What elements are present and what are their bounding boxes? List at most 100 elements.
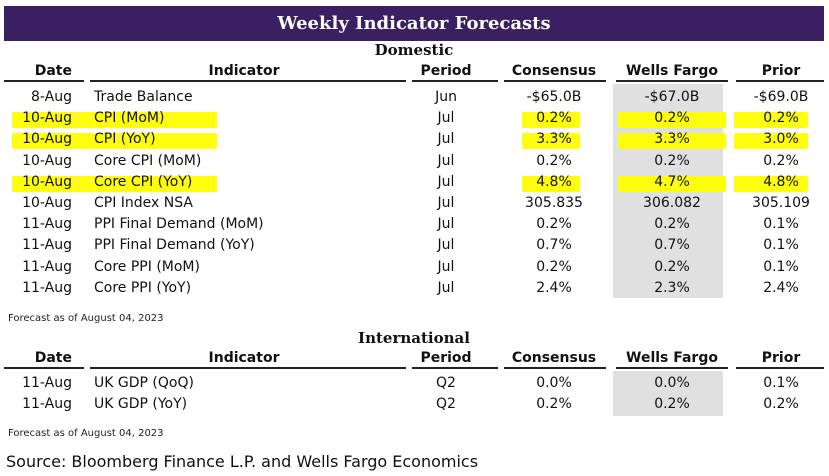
date-cell: 11-Aug — [22, 216, 72, 233]
period-cell: Jul — [437, 279, 455, 296]
table-row: 11-Aug UK GDP (YoY) Q2 0.2% 0.2% 0.2% — [4, 394, 824, 415]
indicator-cell: Core PPI (YoY) — [94, 279, 192, 296]
table-row: 11-Aug PPI Final Demand (YoY) Jul 0.7% 0.7% 0… — [4, 235, 824, 256]
table-row: 10-Aug CPI (MoM) Jul 0.2% 0.2% 0.2% — [4, 108, 824, 129]
consensus-cell: 2.4% — [536, 279, 572, 296]
date-cell: 11-Aug — [22, 237, 72, 254]
table-row: 11-Aug UK GDP (QoQ) Q2 0.0% 0.0% 0.1% — [4, 373, 824, 394]
date-cell: 11-Aug — [22, 279, 72, 296]
date-cell: 10-Aug — [22, 131, 72, 148]
prior-cell: -$69.0B — [753, 89, 809, 105]
table-row: 8-Aug Trade Balance Jun -$65.0B -$67.0B -$69.… — [4, 87, 824, 108]
wells-fargo-cell: 0.0% — [654, 375, 690, 391]
table-row: 10-Aug CPI Index NSA Jul 305.835 306.082 305.… — [4, 193, 824, 214]
indicator-cell: UK GDP (YoY) — [94, 396, 188, 413]
row-highlight — [734, 133, 808, 150]
col-wells-fargo-header: Wells Fargo — [626, 63, 718, 79]
period-cell: Jul — [437, 152, 455, 169]
row-highlight — [12, 175, 217, 192]
indicator-cell: Trade Balance — [94, 89, 193, 105]
indicator-cell: Core CPI (MoM) — [94, 152, 202, 169]
consensus-cell: 0.2% — [536, 216, 572, 233]
prior-cell: 0.2% — [763, 152, 799, 169]
wells-fargo-cell: 306.082 — [643, 195, 701, 211]
prior-cell: 0.1% — [763, 375, 799, 391]
col-indicator-header: Indicator — [208, 350, 280, 366]
international-footnote: Forecast as of August 04, 2023 — [8, 428, 164, 439]
date-cell: 11-Aug — [22, 396, 72, 413]
indicator-cell: Core PPI (MoM) — [94, 258, 200, 275]
consensus-cell: 0.2% — [536, 110, 572, 127]
page-title: Weekly Indicator Forecasts — [4, 6, 824, 41]
wells-fargo-cell: 0.2% — [654, 152, 690, 169]
date-cell: 11-Aug — [22, 258, 72, 275]
source-note: Source: Bloomberg Finance L.P. and Wells… — [6, 452, 479, 471]
wells-fargo-cell: 2.3% — [654, 279, 690, 296]
col-consensus-header: Consensus — [511, 350, 597, 366]
date-cell: 10-Aug — [22, 110, 72, 127]
date-cell: 11-Aug — [22, 375, 72, 391]
domestic-footnote: Forecast as of August 04, 2023 — [8, 313, 164, 324]
domestic-header-row: Date Indicator Period Consensus Wells Fa… — [4, 62, 824, 82]
indicator-cell: Core CPI (YoY) — [94, 173, 193, 190]
wells-fargo-cell: 4.7% — [654, 173, 690, 190]
consensus-cell: 0.2% — [536, 152, 572, 169]
consensus-cell: 0.0% — [536, 375, 572, 391]
row-highlight — [522, 112, 580, 129]
wells-fargo-cell: 0.2% — [654, 110, 690, 127]
prior-cell: 0.1% — [763, 216, 799, 233]
row-highlight — [522, 175, 580, 192]
period-cell: Jul — [437, 237, 455, 254]
consensus-cell: -$65.0B — [526, 89, 582, 105]
consensus-cell: 0.7% — [536, 237, 572, 254]
wells-fargo-cell: 0.2% — [654, 396, 690, 413]
wells-fargo-cell: -$67.0B — [644, 89, 700, 105]
consensus-cell: 3.3% — [536, 131, 572, 148]
international-section-title: International — [358, 329, 470, 347]
date-cell: 10-Aug — [22, 152, 72, 169]
consensus-cell: 4.8% — [536, 173, 572, 190]
prior-cell: 0.1% — [763, 258, 799, 275]
col-period-header: Period — [420, 350, 472, 366]
period-cell: Jul — [437, 258, 455, 275]
date-cell: 10-Aug — [22, 173, 72, 190]
table-row: 10-Aug Core CPI (YoY) Jul 4.8% 4.7% 4.8% — [4, 172, 824, 193]
col-wells-fargo-header: Wells Fargo — [626, 350, 718, 366]
indicator-cell: CPI (YoY) — [94, 131, 156, 148]
col-indicator-header: Indicator — [208, 63, 280, 79]
prior-cell: 2.4% — [763, 279, 799, 296]
prior-cell: 305.109 — [752, 195, 810, 211]
row-highlight — [618, 175, 726, 192]
row-highlight — [522, 133, 580, 150]
prior-cell: 0.2% — [763, 110, 799, 127]
table-row: 11-Aug Core PPI (MoM) Jul 0.2% 0.2% 0.1% — [4, 257, 824, 278]
period-cell: Q2 — [436, 396, 456, 413]
period-cell: Jul — [437, 110, 455, 127]
date-cell: 8-Aug — [31, 89, 72, 105]
consensus-cell: 305.835 — [525, 195, 583, 211]
wells-fargo-column-shade — [613, 371, 723, 416]
col-date-header: Date — [34, 63, 72, 79]
domestic-section-title: Domestic — [374, 41, 454, 59]
wells-fargo-cell: 3.3% — [654, 131, 690, 148]
row-highlight — [618, 112, 726, 129]
col-date-header: Date — [34, 350, 72, 366]
table-row: 10-Aug CPI (YoY) Jul 3.3% 3.3% 3.0% — [4, 129, 824, 150]
wells-fargo-cell: 0.2% — [654, 216, 690, 233]
period-cell: Jul — [437, 195, 455, 211]
prior-cell: 4.8% — [763, 173, 799, 190]
row-highlight — [12, 112, 217, 129]
period-cell: Q2 — [436, 375, 456, 391]
table-row: 11-Aug Core PPI (YoY) Jul 2.4% 2.3% 2.4% — [4, 278, 824, 299]
period-cell: Jul — [437, 216, 455, 233]
prior-cell: 3.0% — [763, 131, 799, 148]
wells-fargo-cell: 0.7% — [654, 237, 690, 254]
row-highlight — [618, 133, 726, 150]
row-highlight — [12, 133, 217, 150]
col-prior-header: Prior — [761, 63, 801, 79]
prior-cell: 0.2% — [763, 396, 799, 413]
consensus-cell: 0.2% — [536, 396, 572, 413]
col-period-header: Period — [420, 63, 472, 79]
period-cell: Jul — [437, 173, 455, 190]
indicator-cell: PPI Final Demand (YoY) — [94, 237, 255, 254]
